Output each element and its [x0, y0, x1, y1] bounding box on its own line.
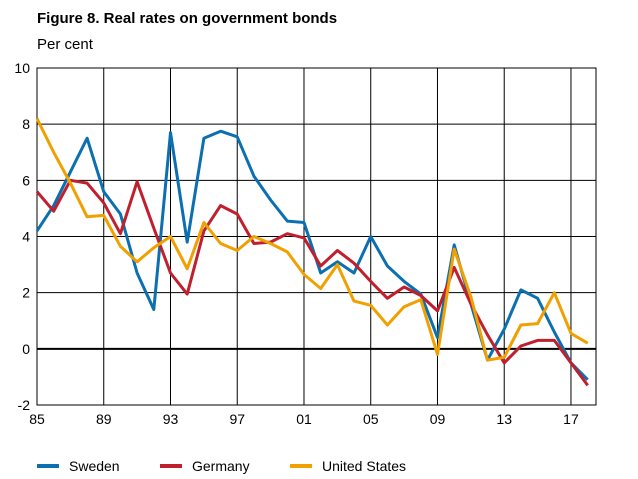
legend-label-united-states: United States: [322, 458, 406, 474]
plot-frame: [36, 67, 597, 406]
x-tick-label: 09: [430, 411, 446, 427]
y-tick-label: 8: [22, 116, 30, 132]
y-tick-label: 10: [14, 60, 30, 76]
legend-label-sweden: Sweden: [69, 458, 120, 474]
x-tick-label: 93: [163, 411, 179, 427]
x-tick-label: 17: [563, 411, 579, 427]
series-line-germany: [35, 178, 589, 387]
chart-title: Figure 8. Real rates on government bonds: [37, 10, 338, 27]
y-tick-label: 4: [22, 229, 30, 245]
x-tick-label: 13: [496, 411, 512, 427]
legend-label-germany: Germany: [192, 458, 250, 474]
x-tick-label: 97: [229, 411, 245, 427]
y-tick-label: -2: [18, 397, 31, 413]
series-line-sweden: [35, 129, 589, 381]
y-tick-label: 0: [22, 341, 30, 357]
series-line-united-states: [35, 117, 589, 362]
x-tick-label: 89: [96, 411, 112, 427]
y-tick-label: 6: [22, 172, 30, 188]
x-tick-label: 05: [363, 411, 379, 427]
chart-subtitle: Per cent: [37, 36, 93, 53]
y-tick-label: 2: [22, 285, 30, 301]
x-tick-label: 01: [296, 411, 312, 427]
x-tick-label: 85: [29, 411, 45, 427]
